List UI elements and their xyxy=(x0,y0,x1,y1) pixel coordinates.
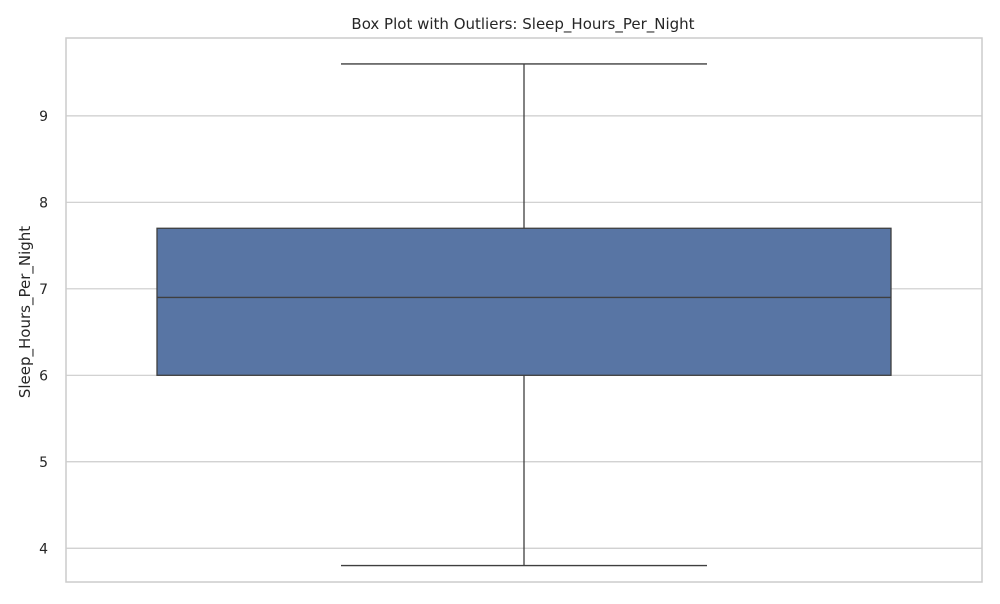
y-axis-label: Sleep_Hours_Per_Night xyxy=(16,226,35,398)
box-plot xyxy=(156,63,892,567)
y-axis: 4 5 6 7 8 9 xyxy=(39,109,48,557)
iqr-box xyxy=(156,227,892,376)
plot-frame xyxy=(65,37,983,583)
y-tick-label-5: 5 xyxy=(39,455,48,471)
y-tick-label-7: 7 xyxy=(39,282,48,298)
y-tick-label-8: 8 xyxy=(39,195,48,211)
y-tick-label-9: 9 xyxy=(39,109,48,125)
y-tick-label-4: 4 xyxy=(39,541,48,557)
chart-title: Box Plot with Outliers: Sleep_Hours_Per_… xyxy=(351,15,694,34)
y-tick-label-6: 6 xyxy=(39,368,48,384)
